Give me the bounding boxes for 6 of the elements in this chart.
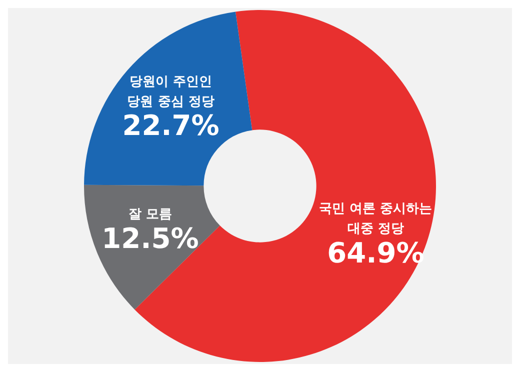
slice-label: 잘 모름 [128,207,172,222]
slice-label: 국민 여론 중시하는 대중 정당 [319,202,432,237]
data-label: 12.5% [102,222,199,255]
data-label: 64.9% [327,236,424,270]
data-label: 22.7% [122,109,220,142]
slice-label: 당원이 주인인 당원 중심 정당 [127,74,214,110]
